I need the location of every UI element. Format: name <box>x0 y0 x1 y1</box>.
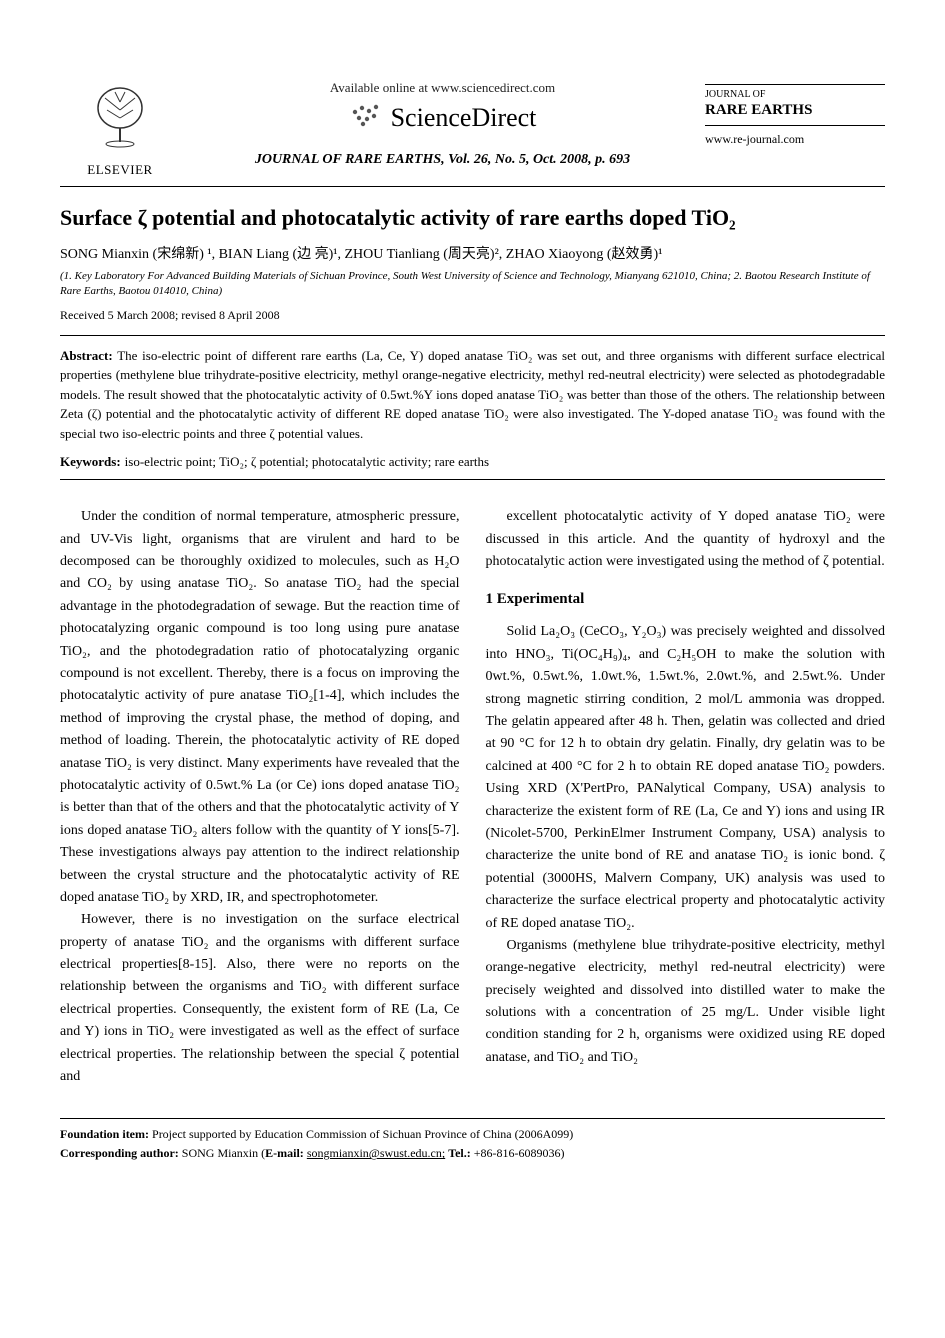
affiliations: (1. Key Laboratory For Advanced Building… <box>60 269 885 300</box>
corresponding-email[interactable]: songmianxin@swust.edu.cn; <box>307 1146 445 1160</box>
corresponding-label: Corresponding author: <box>60 1146 179 1160</box>
foundation-line: Foundation item: Project supported by Ed… <box>60 1127 885 1142</box>
page-root: ELSEVIER Available online at www.science… <box>0 0 945 1205</box>
footer-notes: Foundation item: Project supported by Ed… <box>60 1118 885 1161</box>
journal-of-label: JOURNAL OF <box>705 89 885 100</box>
abstract-label: Abstract: <box>60 348 113 363</box>
section-heading: 1 Experimental <box>486 587 886 611</box>
foundation-text: Project supported by Education Commissio… <box>152 1127 573 1141</box>
column-right: excellent photocatalytic activity of Y d… <box>486 506 886 1088</box>
rare-earths-label: RARE EARTHS <box>705 102 885 119</box>
abstract-text: The iso-electric point of different rare… <box>60 348 885 441</box>
keywords-text: iso-electric point; TiO₂; ζ potential; p… <box>125 454 489 469</box>
body-paragraph: Solid La₂O₃ (CeCO₃, Y₂O₃) was precisely … <box>486 621 886 934</box>
column-left: Under the condition of normal temperatur… <box>60 506 460 1088</box>
foundation-label: Foundation item: <box>60 1127 149 1141</box>
authors-line: SONG Mianxin (宋绵新) ¹, BIAN Liang (边 亮)¹,… <box>60 243 885 263</box>
keywords-label: Keywords: <box>60 454 121 469</box>
header-center: Available online at www.sciencedirect.co… <box>200 80 685 168</box>
article-title: Surface ζ potential and photocatalytic a… <box>60 205 885 231</box>
elsevier-label: ELSEVIER <box>87 162 152 178</box>
elsevier-logo-block: ELSEVIER <box>60 80 180 178</box>
publication-header: ELSEVIER Available online at www.science… <box>60 80 885 178</box>
header-rule <box>60 186 885 187</box>
sciencedirect-dots-icon <box>349 102 383 134</box>
elsevier-tree-icon <box>85 80 155 160</box>
abstract-paragraph: Abstract: The iso-electric point of diff… <box>60 346 885 444</box>
keywords-line: Keywords: iso-electric point; TiO₂; ζ po… <box>60 453 885 471</box>
body-paragraph: However, there is no investigation on th… <box>60 909 460 1088</box>
received-dates: Received 5 March 2008; revised 8 April 2… <box>60 308 885 323</box>
body-paragraph: Under the condition of normal temperatur… <box>60 506 460 909</box>
email-label: E-mail: <box>265 1146 304 1160</box>
tel-label: Tel.: <box>448 1146 471 1160</box>
body-paragraph: excellent photocatalytic activity of Y d… <box>486 506 886 573</box>
rule <box>705 125 885 126</box>
body-paragraph: Organisms (methylene blue trihydrate-pos… <box>486 935 886 1069</box>
journal-citation: JOURNAL OF RARE EARTHS, Vol. 26, No. 5, … <box>200 152 685 168</box>
body-two-column: Under the condition of normal temperatur… <box>60 506 885 1088</box>
sciencedirect-logo: ScienceDirect <box>200 102 685 134</box>
abstract-box: Abstract: The iso-electric point of diff… <box>60 335 885 481</box>
rule <box>705 84 885 85</box>
available-online-text: Available online at www.sciencedirect.co… <box>200 80 685 96</box>
corresponding-tel: +86-816-6089036) <box>474 1146 565 1160</box>
corresponding-name: SONG Mianxin <box>182 1146 258 1160</box>
corresponding-line: Corresponding author: SONG Mianxin (E-ma… <box>60 1146 885 1161</box>
journal-url: www.re-journal.com <box>705 132 885 147</box>
sciencedirect-text: ScienceDirect <box>391 103 537 133</box>
journal-brand-block: JOURNAL OF RARE EARTHS www.re-journal.co… <box>705 80 885 147</box>
